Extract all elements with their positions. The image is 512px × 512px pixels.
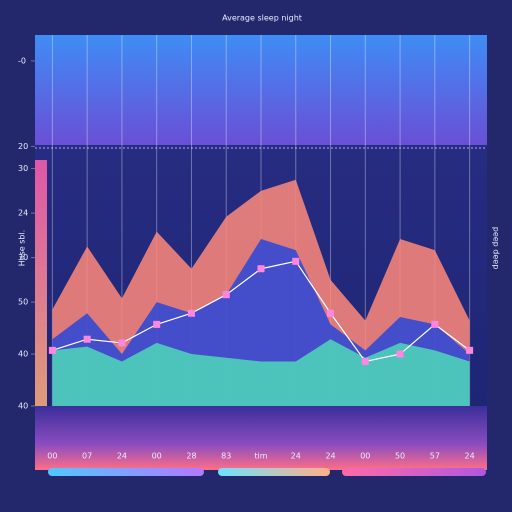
- y-tick-label: 30: [18, 253, 28, 262]
- top-band: [35, 35, 487, 145]
- x-tick-label: 24: [465, 452, 475, 461]
- y-tick-label: 24: [18, 209, 28, 218]
- marker: [396, 350, 404, 358]
- x-tick-label: 00: [47, 452, 57, 461]
- marker: [361, 357, 369, 365]
- marker: [222, 291, 230, 299]
- legend-bar: [48, 468, 204, 476]
- x-tick-label: 57: [430, 452, 440, 461]
- x-tick-label: 00: [360, 452, 370, 461]
- y-tick-label: 30: [18, 164, 28, 173]
- marker: [187, 309, 195, 317]
- chart-title: Average sleep night: [222, 14, 302, 23]
- marker: [48, 346, 56, 354]
- x-tick-label: 24: [325, 452, 335, 461]
- y-tick-label: 40: [18, 402, 28, 411]
- x-tick-label: tim: [254, 452, 267, 461]
- side-bar: [35, 160, 47, 406]
- x-tick-label: 50: [395, 452, 405, 461]
- x-tick-label: 83: [221, 452, 231, 461]
- x-tick-label: 07: [82, 452, 92, 461]
- marker: [83, 335, 91, 343]
- y-axis-label: Hose sbl.: [18, 230, 27, 267]
- legend-bar: [218, 468, 330, 476]
- y2-axis-label: peep deep: [492, 227, 501, 270]
- marker: [292, 257, 300, 265]
- y-tick-label: 20: [18, 142, 28, 151]
- area: [52, 339, 470, 406]
- plot-layer: -0 20 30 24 30 50 40 40 00 07 24 00 28 83 tim 24 24 00 50 5…: [18, 35, 475, 461]
- x-tick-label: 00: [152, 452, 162, 461]
- x-tick-label: 24: [291, 452, 301, 461]
- y-tick-label: 40: [18, 350, 28, 359]
- y-tick-label: 50: [18, 298, 28, 307]
- legend-bar: [342, 468, 486, 476]
- y-tick-label: -0: [18, 56, 26, 65]
- marker: [153, 320, 161, 328]
- x-tick-label: 28: [186, 452, 196, 461]
- marker: [257, 265, 265, 273]
- marker: [431, 320, 439, 328]
- marker: [118, 339, 126, 347]
- bottom-band: [35, 406, 487, 470]
- x-tick-label: 24: [117, 452, 127, 461]
- marker: [466, 346, 474, 354]
- marker: [327, 309, 335, 317]
